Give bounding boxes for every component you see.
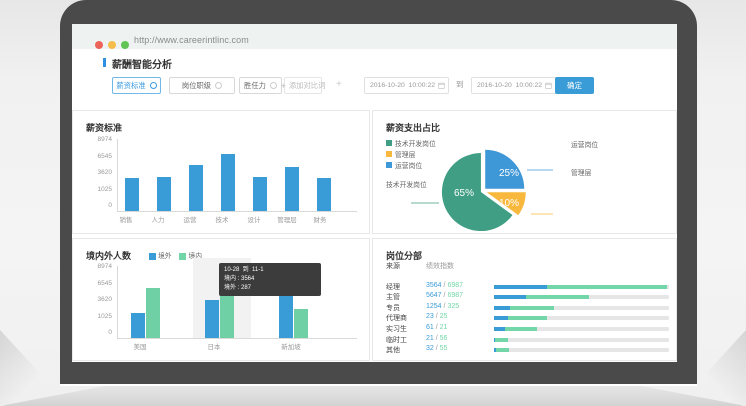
svg-text:10%: 10% [499, 198, 519, 209]
svg-text:65%: 65% [454, 188, 474, 199]
svg-text:25%: 25% [499, 168, 519, 179]
